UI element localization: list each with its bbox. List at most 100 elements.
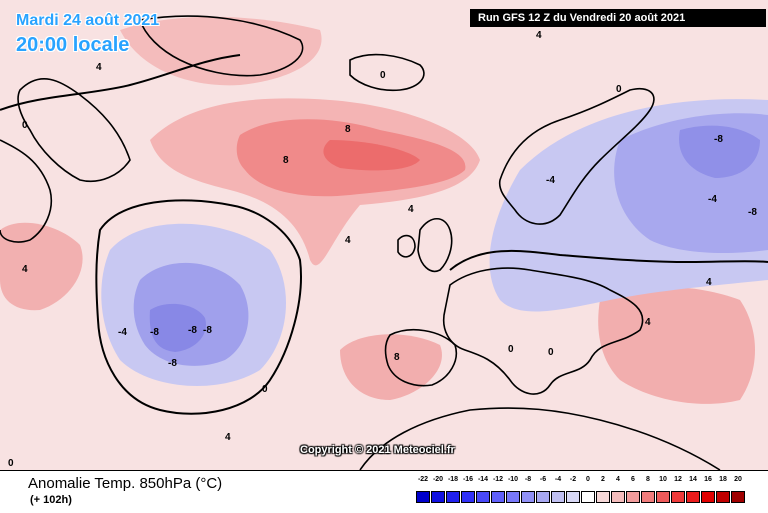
zero-contour-europe: [449, 249, 768, 271]
africa-coast: [359, 407, 721, 470]
legend-value-label: -8: [524, 476, 532, 483]
legend-value-label: 18: [719, 476, 727, 483]
legend-color-swatch: [731, 491, 745, 503]
legend-value-label: -4: [554, 476, 562, 483]
uk-coast: [417, 217, 453, 272]
legend-value-label: 0: [586, 476, 590, 483]
legend-color-swatch: [491, 491, 505, 503]
legend-value-label: -10: [507, 476, 519, 483]
label-neg8-d: -8: [168, 358, 177, 369]
legend-value-label: 12: [674, 476, 682, 483]
legend-color-swatch: [716, 491, 730, 503]
legend-color-swatch: [626, 491, 640, 503]
zero-contours: [0, 54, 768, 415]
label-4-center: 4: [345, 235, 351, 246]
label-0-greenland: 0: [22, 120, 28, 131]
legend-value-label: 14: [689, 476, 697, 483]
footer-bar: Anomalie Temp. 850hPa (°C) (+ 102h): [0, 470, 768, 513]
legend-color-swatch: [521, 491, 535, 503]
forecast-lead-time: (+ 102h): [30, 494, 72, 506]
legend-color-swatch: [641, 491, 655, 503]
greenland-coast: [17, 78, 131, 182]
legend-value-label: 10: [659, 476, 667, 483]
legend-value-label: 4: [616, 476, 620, 483]
forecast-date: Mardi 24 août 2021: [16, 12, 160, 29]
legend-color-swatch: [536, 491, 550, 503]
legend-color-swatch: [686, 491, 700, 503]
label-4-west: 4: [22, 264, 28, 275]
legend-color-swatch: [596, 491, 610, 503]
contour-labels: 8 8 4 4 4 4 4 -8 -8 -8 -8 -4 -4 -8 -8 -4…: [8, 30, 757, 469]
label-neg8-b: -8: [188, 325, 197, 336]
legend-value-label: -16: [462, 476, 474, 483]
legend-value-label: -14: [477, 476, 489, 483]
model-run-label: Run GFS 12 Z du Vendredi 20 août 2021: [470, 9, 766, 27]
scandinavia-coast: [498, 88, 655, 225]
label-8-atlantic: 8: [345, 124, 351, 135]
zero-contour-north: [0, 54, 241, 111]
legend-color-swatch: [416, 491, 430, 503]
legend-value-label: 6: [631, 476, 635, 483]
legend-labels: -22 -20 -18 -16 -14 -12 -10 -8 -6 -4 -2 0 2 4 6 8 10 12 14…: [416, 476, 752, 486]
label-0-bottom: 0: [8, 458, 14, 469]
legend-value-label: -18: [447, 476, 459, 483]
label-8-iceland: 8: [283, 155, 289, 166]
temperature-anomaly-map: 8 8 4 4 4 4 4 -8 -8 -8 -8 -4 -4 -8 -8 -4…: [0, 0, 768, 470]
label-4-top: 4: [536, 30, 542, 41]
cold-anomaly-atlantic-inner: [149, 303, 206, 352]
warm-anomaly-balkans: [598, 286, 755, 404]
label-neg4-russia: -4: [708, 194, 717, 205]
cold-anomaly-russia-core: [679, 125, 760, 178]
legend-value-label: 20: [734, 476, 742, 483]
forecast-time: 20:00 locale: [16, 34, 130, 56]
map-title: Anomalie Temp. 850hPa (°C): [28, 475, 223, 492]
label-4-atlantic: 4: [408, 204, 414, 215]
coastlines: [0, 15, 721, 470]
zero-contour-atlantic: [95, 199, 302, 415]
label-4-east: 4: [706, 277, 712, 288]
warm-anomaly-top: [120, 16, 322, 86]
legend-color-swatch: [551, 491, 565, 503]
legend-color-swatch: [566, 491, 580, 503]
iberia-coast: [384, 329, 457, 387]
label-0-iceland: 0: [380, 70, 386, 81]
label-8-med: 8: [394, 352, 400, 363]
label-neg8-c: -8: [203, 325, 212, 336]
legend-color-swatch: [461, 491, 475, 503]
warm-anomaly-core-2: [323, 140, 420, 171]
label-4-balkan: 4: [645, 317, 651, 328]
label-0-med2: 0: [548, 347, 554, 358]
warm-anomaly-west: [0, 222, 83, 311]
greenland-north-coast: [138, 15, 304, 77]
legend-value-label: 8: [646, 476, 650, 483]
legend-value-label: 2: [601, 476, 605, 483]
legend-color-swatch: [611, 491, 625, 503]
label-neg4-atlantic: -4: [118, 327, 127, 338]
legend-color-swatch: [476, 491, 490, 503]
legend-value-label: -22: [417, 476, 429, 483]
label-0-med: 0: [508, 344, 514, 355]
warm-anomaly-med: [340, 334, 442, 400]
label-4-bottom: 4: [225, 432, 231, 443]
legend-color-swatch: [446, 491, 460, 503]
legend-value-label: -2: [569, 476, 577, 483]
legend-color-swatch: [581, 491, 595, 503]
legend-color-swatch: [701, 491, 715, 503]
north-america-coast: [0, 139, 52, 243]
iceland-coast: [349, 53, 425, 92]
legend-color-swatch: [656, 491, 670, 503]
label-0-north: 0: [616, 84, 622, 95]
label-neg4-europe: -4: [546, 175, 555, 186]
label-neg8-russia: -8: [714, 134, 723, 145]
copyright-notice: Copyright © 2021 Meteociel.fr: [300, 444, 455, 456]
label-neg8-a: -8: [150, 327, 159, 338]
legend-value-label: -12: [492, 476, 504, 483]
ireland-coast: [397, 234, 416, 258]
legend-color-swatch: [506, 491, 520, 503]
label-4-greenland: 4: [96, 62, 102, 73]
europe-mainland-coast: [443, 267, 644, 395]
legend-value-label: 16: [704, 476, 712, 483]
legend-color-swatch: [431, 491, 445, 503]
legend-value-label: -6: [539, 476, 547, 483]
label-0-south: 0: [262, 384, 268, 395]
